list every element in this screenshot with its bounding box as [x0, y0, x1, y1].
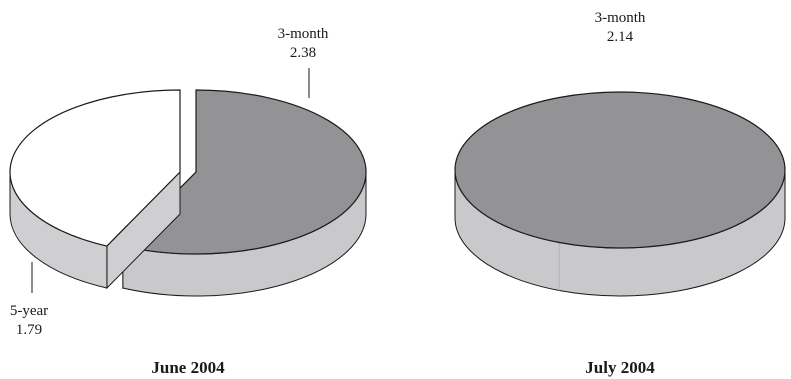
- pie-slice-5-year-june: [9, 89, 181, 247]
- slice-value-3-month-june: 2.38: [290, 45, 316, 61]
- slice-label-3-month-june: 3-month: [278, 26, 329, 42]
- pie-slice-3-month-june: [121, 89, 367, 255]
- chart-title-july-2004: July 2004: [585, 358, 655, 377]
- slice-value-3-month-july: 2.14: [607, 29, 634, 45]
- pie-chart-june-2004: [9, 89, 367, 297]
- slice-value-5-year-june: 1.79: [16, 322, 42, 338]
- chart-title-june-2004: June 2004: [151, 358, 225, 377]
- pie-slice-3-month-july: [454, 91, 786, 249]
- slice-label-5-year-june: 5-year: [10, 303, 48, 319]
- pie-chart-july-2004: [454, 91, 786, 297]
- slice-label-3-month-july: 3-month: [595, 10, 646, 26]
